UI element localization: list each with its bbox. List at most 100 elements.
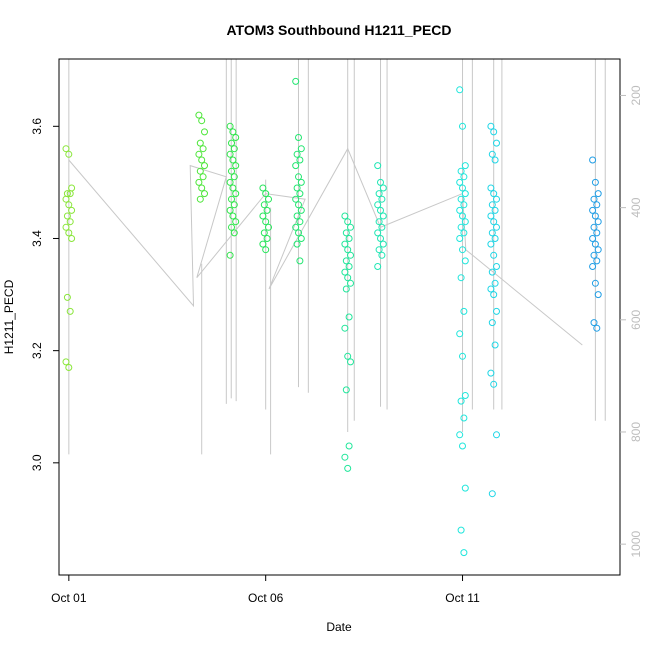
- data-point: [63, 293, 71, 301]
- y-axis-left: 3.0 3.2 3.4 3.6: [30, 118, 59, 471]
- data-point: [374, 229, 382, 237]
- data-point: [265, 223, 272, 231]
- data-point: [374, 162, 382, 170]
- data-point: [488, 150, 496, 158]
- data-point: [456, 178, 464, 186]
- data-point: [459, 122, 466, 130]
- data-point: [591, 212, 599, 220]
- data-point: [196, 139, 204, 147]
- data-point: [62, 223, 70, 231]
- data-points: [62, 77, 602, 557]
- data-point: [590, 223, 598, 231]
- data-point: [292, 195, 300, 203]
- data-point: [490, 190, 498, 198]
- data-point: [292, 223, 300, 231]
- data-point: [229, 128, 237, 136]
- data-point: [493, 263, 500, 270]
- data-point: [456, 86, 464, 94]
- data-point: [68, 206, 76, 214]
- data-point: [377, 206, 384, 214]
- data-point: [62, 195, 70, 203]
- data-point: [378, 195, 386, 203]
- data-point: [293, 150, 301, 158]
- data-point: [199, 145, 207, 153]
- data-point: [198, 117, 206, 125]
- gray-track-line: [68, 147, 583, 346]
- data-point: [341, 324, 349, 332]
- plot-frame: [58, 58, 621, 576]
- data-point: [457, 223, 465, 231]
- data-point: [456, 330, 464, 338]
- data-point: [295, 201, 302, 209]
- data-point: [232, 218, 240, 226]
- data-point: [226, 178, 234, 186]
- data-point: [341, 453, 349, 461]
- data-point: [375, 246, 383, 254]
- data-point: [341, 212, 349, 220]
- data-point: [374, 263, 382, 270]
- data-point: [591, 178, 599, 186]
- right-y-tick-label: 400: [629, 197, 643, 217]
- data-point: [232, 134, 240, 141]
- data-point: [62, 145, 70, 153]
- data-point: [201, 162, 208, 170]
- data-point: [488, 319, 496, 327]
- data-point: [297, 206, 305, 214]
- data-point: [460, 201, 468, 209]
- data-point: [196, 167, 204, 175]
- data-point: [490, 218, 498, 226]
- data-point: [379, 184, 387, 192]
- data-point: [490, 251, 498, 259]
- data-point: [262, 190, 270, 198]
- data-point: [593, 229, 601, 237]
- right-y-tick-label: 1000: [629, 530, 643, 557]
- data-point: [295, 229, 302, 237]
- data-point: [589, 206, 597, 214]
- data-point: [379, 212, 387, 220]
- data-point: [228, 195, 235, 203]
- data-point: [293, 184, 301, 192]
- data-point: [198, 184, 206, 192]
- data-point: [487, 240, 495, 248]
- data-point: [377, 178, 384, 186]
- data-point: [460, 307, 468, 315]
- data-point: [456, 431, 464, 439]
- data-point: [65, 201, 73, 209]
- gray-track-polyline: [68, 147, 583, 346]
- data-point: [459, 352, 466, 360]
- data-point: [589, 156, 597, 164]
- data-point: [345, 442, 353, 450]
- data-point: [487, 212, 495, 220]
- data-point: [377, 235, 384, 242]
- data-point: [490, 380, 498, 388]
- data-point: [68, 184, 76, 192]
- data-point: [260, 201, 268, 209]
- data-point: [488, 268, 496, 276]
- data-point: [460, 549, 468, 557]
- data-point: [65, 150, 73, 158]
- data-point: [491, 341, 499, 349]
- data-point: [265, 195, 272, 203]
- data-point: [66, 190, 74, 198]
- y-tick-label: 3.2: [30, 342, 44, 359]
- data-point: [344, 352, 352, 360]
- data-point: [228, 139, 235, 147]
- data-point: [457, 274, 465, 282]
- data-point: [593, 324, 601, 332]
- data-point: [459, 246, 466, 254]
- data-point: [594, 291, 602, 299]
- data-point: [594, 190, 602, 198]
- data-point: [260, 229, 268, 237]
- data-point: [262, 246, 270, 254]
- data-point: [593, 201, 601, 209]
- data-point: [228, 167, 235, 175]
- data-point: [342, 386, 350, 394]
- data-point: [295, 134, 302, 141]
- right-y-tick-label: 800: [629, 422, 643, 442]
- y-tick-label: 3.6: [30, 118, 44, 135]
- data-point: [457, 526, 465, 534]
- data-point: [459, 212, 466, 220]
- data-point: [594, 246, 602, 254]
- data-point: [292, 77, 300, 85]
- data-point: [229, 212, 237, 220]
